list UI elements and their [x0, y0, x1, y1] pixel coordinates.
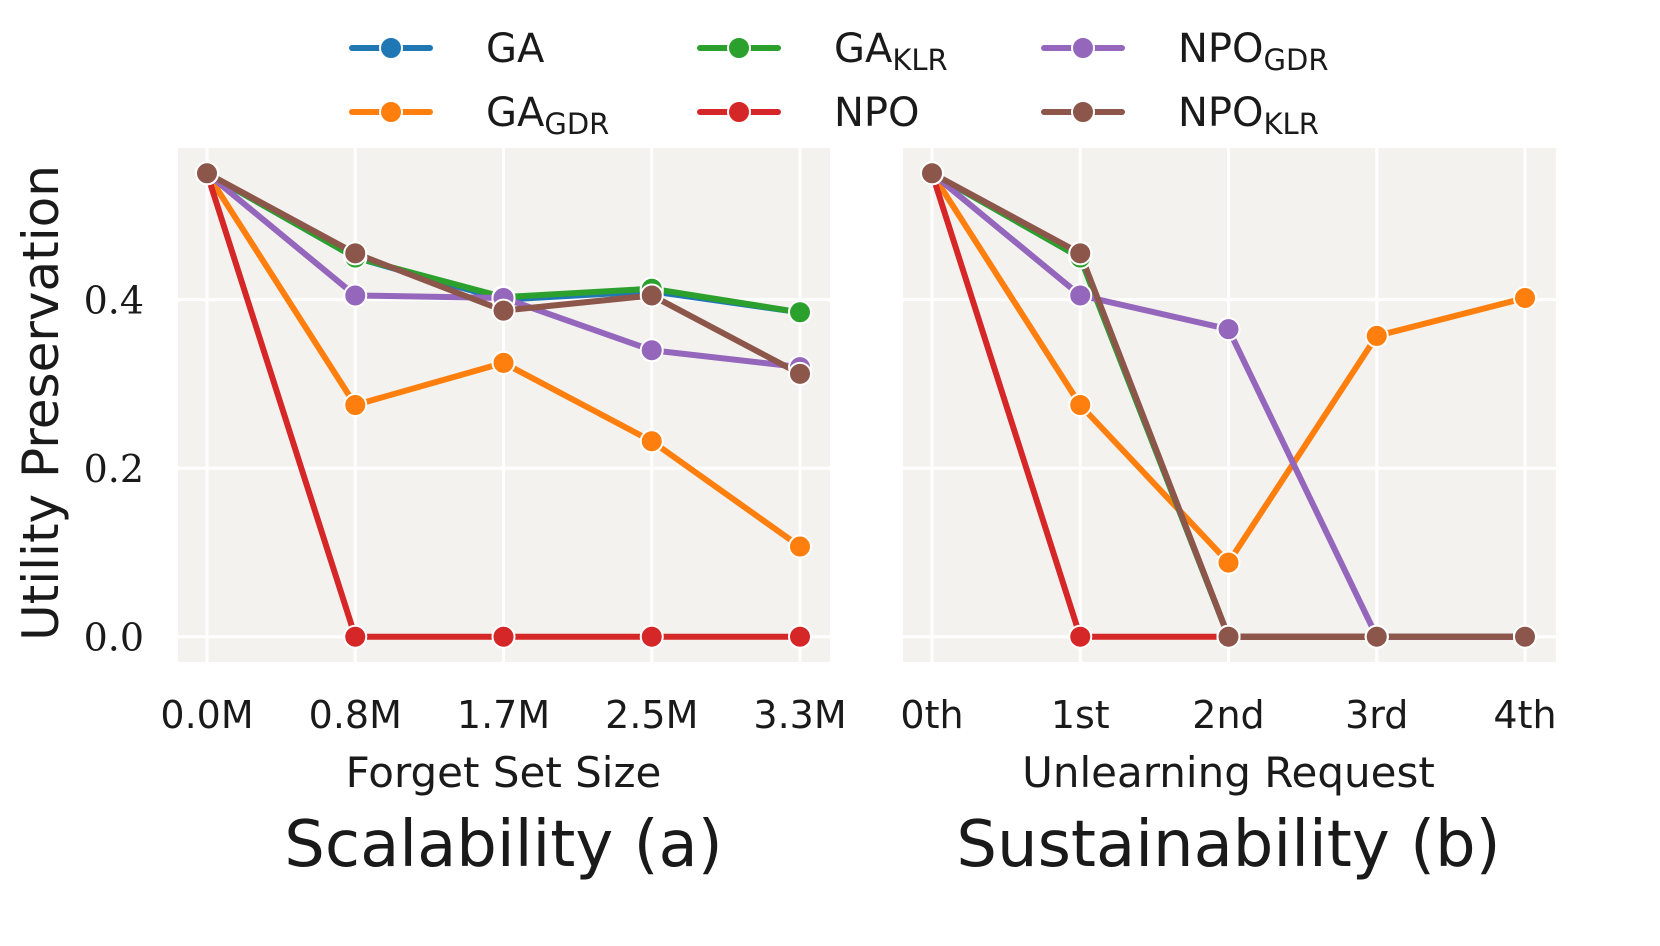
legend-marker [727, 36, 751, 60]
legend-label-base: GA [486, 26, 545, 72]
data-point-ga-gdr [491, 350, 516, 375]
panel-title: Sustainability (b) [956, 808, 1500, 882]
y-axis-label: Utility Preservation [12, 165, 70, 641]
legend-marker [1071, 100, 1095, 124]
data-point-npo-klr [1068, 241, 1093, 266]
legend-marker [1071, 36, 1095, 60]
data-point-npo-klr [1364, 624, 1389, 649]
panel-sustainability: 0th 1st 2nd 3rd 4th Unlearning Request Sustain… [900, 148, 1557, 882]
legend-item-ga-gdr: GAGDR [349, 90, 609, 141]
data-point-npo [343, 624, 368, 649]
data-point-npo [788, 624, 812, 649]
data-point-npo-klr [195, 161, 219, 186]
data-point-ga-gdr [1068, 393, 1093, 417]
legend-label-sub: GDR [544, 107, 609, 141]
legend-label: GAKLR [834, 26, 948, 77]
legend-label-sub: KLR [892, 43, 947, 77]
legend-item-ga: GA [349, 26, 545, 72]
data-point-ga-klr [788, 300, 812, 325]
data-point-npo-gdr [639, 338, 664, 363]
x-tick-label: 1st [1051, 693, 1110, 737]
data-point-ga-gdr [343, 393, 368, 417]
legend-label-sub: GDR [1264, 43, 1329, 77]
data-point-npo [639, 624, 664, 649]
data-point-npo-klr [1513, 624, 1537, 649]
legend-label: GA [486, 26, 545, 72]
data-point-ga-gdr [788, 534, 812, 559]
legend-item-ga-klr: GAKLR [697, 26, 948, 77]
y-tick-label: 0.2 [84, 447, 144, 491]
x-tick-label: 0th [900, 693, 963, 737]
panel-scalability: 0.0 0.2 0.4 0.0M 0.8M 1.7M 2.5M 3.3M Forget Set … [12, 148, 847, 882]
legend-marker [379, 36, 403, 60]
legend-label-base: NPO [834, 90, 920, 136]
legend-item-npo: NPO [697, 90, 920, 136]
x-axis-label: Unlearning Request [1022, 748, 1435, 797]
legend-label-base: NPO [1178, 90, 1264, 136]
legend-item-npo-klr: NPOKLR [1041, 90, 1319, 141]
data-point-ga-gdr [1364, 323, 1389, 348]
data-point-npo-gdr [343, 283, 368, 308]
legend-label: NPOKLR [1178, 90, 1319, 141]
data-point-npo-klr [491, 298, 516, 323]
data-point-npo [1068, 624, 1093, 649]
legend-label: NPO [834, 90, 920, 136]
x-tick-label: 1.7M [457, 693, 550, 737]
panel-title: Scalability (a) [284, 808, 722, 882]
legend-label-base: NPO [1178, 26, 1264, 72]
data-point-npo-klr [788, 361, 812, 386]
legend-label-sub: KLR [1264, 107, 1319, 141]
data-point-npo-klr [1216, 624, 1241, 649]
data-point-npo-klr [343, 241, 368, 266]
y-tick-label: 0.0 [84, 616, 144, 660]
data-point-ga-gdr [639, 429, 664, 454]
data-point-npo-klr [639, 283, 664, 308]
y-tick-label: 0.4 [84, 279, 144, 323]
x-tick-label: 3.3M [753, 693, 846, 737]
data-point-ga-gdr [1216, 550, 1241, 575]
legend-label-base: GA [834, 26, 893, 72]
x-tick-label: 2.5M [605, 693, 698, 737]
data-point-npo-gdr [1068, 283, 1093, 308]
x-tick-label: 3rd [1345, 693, 1408, 737]
data-point-npo [491, 624, 516, 649]
legend-marker [727, 100, 751, 124]
data-point-npo-klr [920, 161, 944, 186]
x-tick-label: 4th [1493, 693, 1556, 737]
legend-label: GAGDR [486, 90, 609, 141]
x-tick-label: 2nd [1192, 693, 1264, 737]
x-axis-label: Forget Set Size [346, 748, 662, 797]
data-point-npo-gdr [1216, 317, 1241, 342]
legend-item-npo-gdr: NPOGDR [1041, 26, 1328, 77]
legend-label-base: GA [486, 90, 545, 136]
data-point-ga-gdr [1513, 285, 1537, 310]
legend-marker [379, 100, 403, 124]
x-tick-label: 0.0M [160, 693, 253, 737]
legend-label: NPOGDR [1178, 26, 1328, 77]
x-tick-label: 0.8M [309, 693, 402, 737]
